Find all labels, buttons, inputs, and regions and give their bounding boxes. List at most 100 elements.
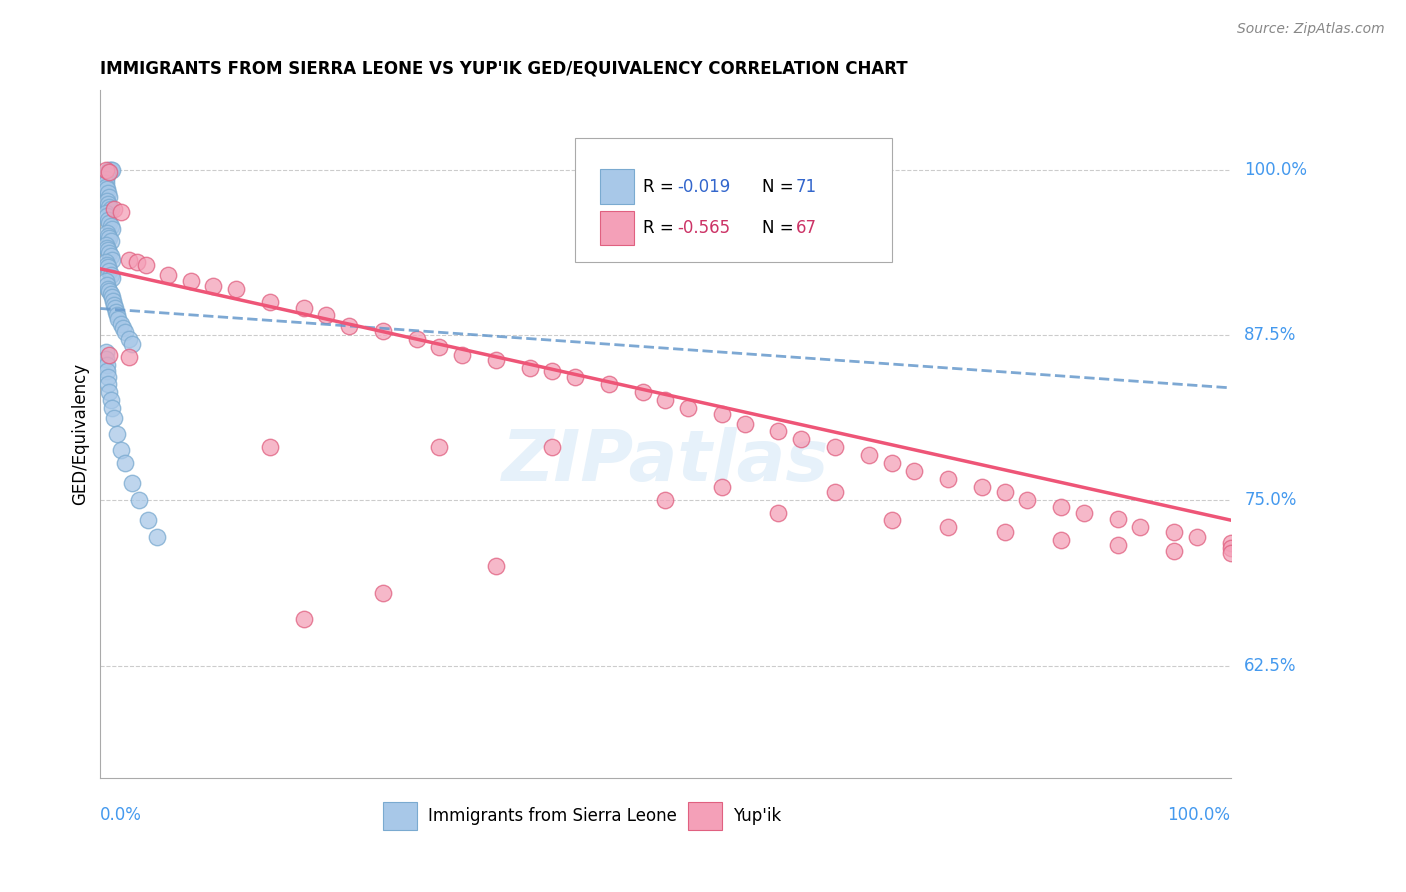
Point <box>97 282 120 296</box>
Point <box>96 277 118 292</box>
Point <box>103 202 125 217</box>
Point <box>259 441 281 455</box>
Point <box>100 249 122 263</box>
Point <box>180 274 202 288</box>
Point <box>97 260 120 275</box>
Point <box>371 586 394 600</box>
Point <box>117 252 139 267</box>
Point <box>710 480 733 494</box>
Point <box>94 176 117 190</box>
Point <box>485 559 508 574</box>
Point <box>100 222 122 236</box>
Point <box>94 255 117 269</box>
Point <box>94 172 117 186</box>
Point <box>631 384 654 399</box>
Point <box>98 215 121 229</box>
Point <box>100 401 122 415</box>
Point <box>970 480 993 494</box>
Point <box>107 312 129 326</box>
Point <box>97 197 120 211</box>
Point <box>114 326 136 340</box>
Point <box>451 348 474 362</box>
Point <box>100 234 122 248</box>
Point <box>110 205 132 219</box>
Point <box>96 194 118 209</box>
Point <box>429 441 451 455</box>
Point <box>104 301 127 316</box>
Y-axis label: GED/Equivalency: GED/Equivalency <box>72 363 89 505</box>
Point <box>1219 535 1241 549</box>
Point <box>541 364 564 378</box>
Point <box>98 190 121 204</box>
Point <box>105 308 128 322</box>
Text: 87.5%: 87.5% <box>1244 326 1296 344</box>
Point <box>96 168 118 182</box>
Point <box>98 384 121 399</box>
Point <box>100 252 122 267</box>
Point <box>97 165 120 179</box>
Point <box>96 258 118 272</box>
Point <box>98 246 121 260</box>
Text: -0.565: -0.565 <box>676 219 730 236</box>
Point <box>121 337 143 351</box>
Point <box>100 202 122 217</box>
Point <box>371 324 394 338</box>
Point <box>315 308 337 322</box>
Point <box>790 433 813 447</box>
Point <box>824 441 846 455</box>
Point <box>1185 530 1208 544</box>
Text: 62.5%: 62.5% <box>1244 657 1296 674</box>
Point <box>429 340 451 354</box>
Point <box>1107 512 1129 526</box>
Point <box>114 456 136 470</box>
Point <box>1073 507 1095 521</box>
Point <box>98 200 121 214</box>
Point <box>1219 541 1241 555</box>
Point <box>98 231 121 245</box>
Point <box>519 361 541 376</box>
Point <box>94 238 117 252</box>
Point <box>1050 533 1073 547</box>
Point <box>103 411 125 425</box>
Text: N =: N = <box>762 219 799 236</box>
Point <box>936 519 959 533</box>
Point <box>125 255 148 269</box>
Point <box>936 472 959 486</box>
Text: 100.0%: 100.0% <box>1244 161 1308 178</box>
Text: R =: R = <box>643 219 679 236</box>
Point <box>98 162 121 177</box>
Point <box>710 407 733 421</box>
Point <box>100 271 122 285</box>
Point <box>97 186 120 201</box>
Point <box>136 513 159 527</box>
Text: 67: 67 <box>796 219 817 236</box>
Text: Yup'ik: Yup'ik <box>734 807 782 825</box>
Text: IMMIGRANTS FROM SIERRA LEONE VS YUP'IK GED/EQUIVALENCY CORRELATION CHART: IMMIGRANTS FROM SIERRA LEONE VS YUP'IK G… <box>100 60 908 78</box>
Point <box>94 345 117 359</box>
Bar <box>600 211 634 245</box>
Point <box>121 476 143 491</box>
Point <box>110 442 132 457</box>
Point <box>768 425 790 439</box>
Text: 71: 71 <box>796 178 817 195</box>
Text: Immigrants from Sierra Leone: Immigrants from Sierra Leone <box>427 807 676 825</box>
FancyBboxPatch shape <box>575 138 891 262</box>
Point <box>94 179 117 194</box>
Point <box>225 282 247 296</box>
Point <box>259 294 281 309</box>
Point <box>98 348 121 362</box>
Point <box>1107 538 1129 552</box>
Point <box>117 351 139 365</box>
Point <box>94 274 117 288</box>
Point <box>128 493 150 508</box>
Point <box>993 485 1015 500</box>
Point <box>117 332 139 346</box>
Point <box>96 226 118 240</box>
Point <box>903 464 925 478</box>
Point <box>292 612 315 626</box>
Point <box>110 318 132 332</box>
Point <box>654 392 676 407</box>
Point <box>105 427 128 442</box>
Text: 75.0%: 75.0% <box>1244 491 1296 509</box>
Text: N =: N = <box>762 178 799 195</box>
